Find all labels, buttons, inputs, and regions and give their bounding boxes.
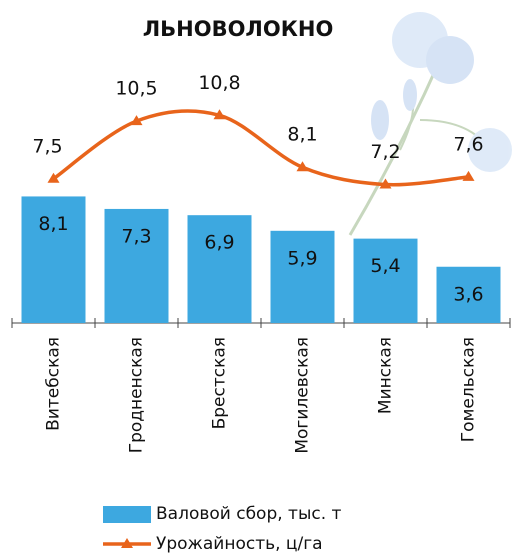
legend-label: Валовой сбор, тыс. т (156, 504, 342, 524)
bar (104, 208, 169, 323)
bar-value-label: 7,3 (121, 225, 151, 247)
x-tick-label: Витебская (44, 337, 64, 431)
line-value-label: 10,5 (115, 78, 157, 100)
bar (187, 215, 252, 323)
bar-value-label: 6,9 (204, 232, 234, 254)
line-marker (379, 178, 392, 189)
bar (436, 266, 501, 323)
line-value-label: 7,5 (32, 135, 62, 157)
bar (353, 238, 418, 323)
bar-value-label: 5,9 (287, 247, 317, 269)
line-value-label: 7,6 (453, 133, 483, 155)
flax-decoration (348, 12, 512, 236)
chart-title: ЛЬНОВОЛОКНО (143, 17, 334, 41)
bar (21, 196, 86, 323)
x-tick-label: Могилевская (293, 337, 313, 454)
x-tick-label: Минская (376, 337, 396, 414)
line-marker (47, 172, 60, 183)
legend-swatch (103, 506, 151, 523)
bar-value-label: 8,1 (38, 213, 68, 235)
legend-marker (121, 538, 133, 548)
x-tick-label: Брестская (210, 337, 230, 429)
line (52, 109, 469, 187)
x-tick-label: Гомельская (459, 337, 479, 442)
bar-value-label: 5,4 (370, 255, 400, 277)
line-marker (296, 161, 309, 172)
x-tick-label: Гродненская (127, 337, 147, 453)
line-marker (130, 115, 143, 126)
line-marker (213, 109, 226, 120)
bar (270, 230, 335, 323)
bar-value-label: 3,6 (453, 283, 483, 305)
legend-label: Урожайность, ц/га (156, 534, 323, 553)
line-value-label: 7,2 (370, 141, 400, 163)
line-value-label: 8,1 (287, 124, 317, 146)
line-value-label: 10,8 (198, 72, 240, 94)
line-marker (462, 170, 475, 181)
